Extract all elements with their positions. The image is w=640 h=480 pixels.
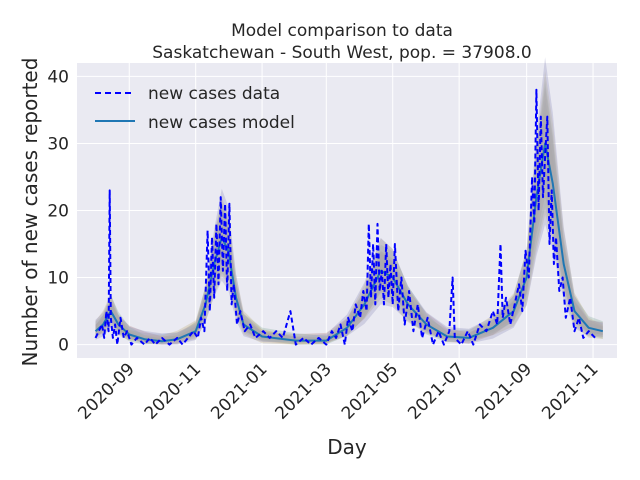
legend-label-data: new cases data	[148, 84, 280, 104]
y-tick-label: 20	[47, 202, 69, 222]
y-tick-labels: 0 10 20 30 40	[47, 67, 69, 355]
x-tick-label: 2020-11	[141, 359, 205, 423]
series-layer	[94, 88, 604, 346]
x-axis-label: Day	[327, 435, 367, 459]
data-line	[94, 88, 596, 346]
y-tick-label: 30	[47, 134, 69, 154]
x-tick-labels: 2020-09 2020-11 2021-01 2021-03 2021-05 2021-…	[74, 359, 602, 423]
model-ensemble-bands	[95, 57, 603, 345]
y-tick-label: 40	[47, 67, 69, 87]
chart-title: Model comparison to data	[231, 21, 453, 41]
y-axis-label: Number of new cases reported	[18, 58, 42, 367]
x-tick-label: 2021-07	[404, 359, 468, 423]
legend-label-model: new cases model	[148, 113, 295, 133]
x-tick-label: 2021-05	[338, 359, 402, 423]
y-tick-label: 0	[58, 336, 69, 356]
x-tick-label: 2021-01	[207, 359, 271, 423]
model-band	[95, 57, 603, 345]
x-tick-label: 2021-11	[538, 359, 602, 423]
grid	[77, 63, 617, 358]
chart-subtitle: Saskatchewan - South West, pop. = 37908.…	[152, 43, 531, 63]
x-tick-label: 2021-09	[472, 359, 536, 423]
model-band	[95, 71, 603, 345]
x-tick-label: 2020-09	[74, 359, 138, 423]
legend: new cases data new cases model	[95, 84, 295, 133]
y-tick-label: 10	[47, 269, 69, 289]
x-tick-label: 2021-03	[271, 359, 335, 423]
